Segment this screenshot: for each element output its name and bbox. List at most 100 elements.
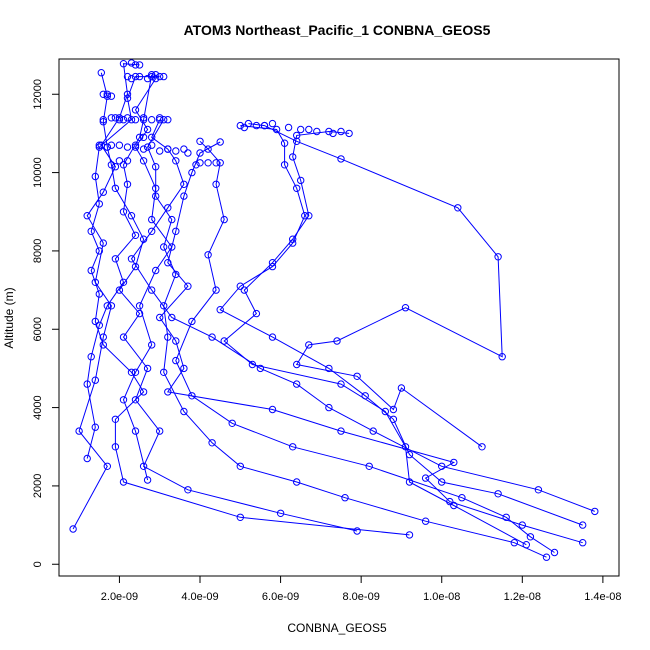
data-point	[103, 92, 112, 100]
data-point	[297, 125, 305, 134]
data-point	[135, 309, 144, 318]
y-axis: 0 2000 4000 6000 8000 10000 12000	[32, 79, 60, 567]
data-point	[119, 116, 128, 124]
data-point	[148, 227, 156, 236]
data-point	[103, 143, 112, 151]
data-point	[139, 116, 148, 124]
data-point	[99, 333, 108, 341]
data-point	[83, 454, 91, 463]
data-point	[494, 253, 502, 261]
x-tick-label: 6.0e-09	[262, 591, 299, 603]
data-point	[353, 372, 361, 380]
data-point	[337, 127, 345, 136]
data-point	[107, 141, 116, 149]
data-point	[252, 309, 261, 318]
data-point	[365, 462, 373, 470]
data-point	[131, 231, 140, 240]
data-point	[164, 116, 172, 124]
plot-area	[69, 59, 599, 561]
data-point	[579, 521, 587, 529]
data-point	[143, 364, 152, 373]
data-point	[305, 212, 313, 220]
data-point	[345, 129, 353, 138]
data-point	[152, 71, 160, 79]
data-point	[95, 290, 104, 298]
data-point	[510, 539, 518, 547]
data-point	[188, 392, 196, 400]
data-point	[228, 419, 236, 427]
data-point	[268, 405, 277, 414]
data-point	[148, 215, 156, 224]
data-point	[289, 153, 297, 161]
data-point	[172, 227, 180, 236]
data-point	[127, 368, 136, 376]
series-line	[100, 72, 358, 532]
data-point	[208, 439, 216, 447]
data-point	[99, 239, 108, 247]
data-point	[152, 163, 160, 171]
data-point	[148, 341, 156, 349]
series-10	[119, 74, 176, 484]
data-point	[131, 116, 140, 124]
x-tick-label: 1.4e-08	[584, 591, 621, 603]
data-point	[99, 188, 108, 196]
data-point	[119, 161, 128, 169]
data-point	[148, 72, 156, 81]
data-point	[329, 129, 337, 138]
data-point	[91, 172, 100, 181]
data-point	[139, 388, 148, 396]
data-point	[135, 72, 144, 81]
data-point	[289, 443, 297, 451]
data-point	[184, 282, 192, 290]
data-point	[111, 415, 120, 423]
data-point	[115, 114, 124, 122]
data-point	[143, 476, 152, 484]
data-point	[119, 478, 128, 486]
data-point	[454, 204, 462, 212]
series-6	[220, 127, 530, 549]
data-point	[325, 403, 333, 412]
data-point	[381, 407, 389, 416]
x-axis: 2.0e-09 4.0e-09 6.0e-09 8.0e-09 1.0e-08 1.2e-…	[101, 575, 622, 603]
data-point	[172, 147, 180, 155]
data-point	[97, 69, 106, 77]
data-point	[188, 168, 196, 177]
data-point	[184, 149, 192, 157]
data-point	[305, 125, 313, 134]
data-point	[135, 133, 144, 142]
data-point	[301, 212, 309, 220]
data-point	[280, 139, 289, 147]
data-point	[260, 121, 269, 130]
data-point	[131, 106, 140, 114]
data-point	[123, 157, 132, 165]
data-point	[119, 278, 128, 286]
data-point	[115, 141, 124, 149]
data-point	[542, 553, 551, 561]
series-line	[122, 78, 173, 481]
data-point	[438, 462, 446, 470]
data-point	[91, 376, 100, 384]
data-point	[152, 184, 160, 193]
data-point	[160, 116, 168, 124]
data-point	[111, 114, 120, 122]
data-point	[494, 490, 502, 498]
data-point	[188, 317, 196, 326]
data-point	[184, 486, 192, 494]
data-point	[139, 145, 148, 153]
data-point	[111, 184, 120, 193]
x-axis-label: CONBNA_GEOS5	[287, 621, 387, 635]
data-point	[204, 145, 212, 153]
data-point	[123, 180, 132, 189]
data-point	[148, 141, 156, 149]
y-axis-label: Altitude (m)	[2, 287, 16, 348]
data-point	[164, 333, 172, 341]
data-point	[180, 145, 188, 153]
data-point	[216, 159, 224, 167]
data-point	[534, 486, 543, 494]
data-point	[131, 368, 140, 376]
data-point	[99, 118, 108, 126]
data-point	[526, 533, 535, 541]
data-point	[119, 396, 128, 404]
data-point	[268, 262, 277, 271]
data-point	[156, 147, 164, 155]
